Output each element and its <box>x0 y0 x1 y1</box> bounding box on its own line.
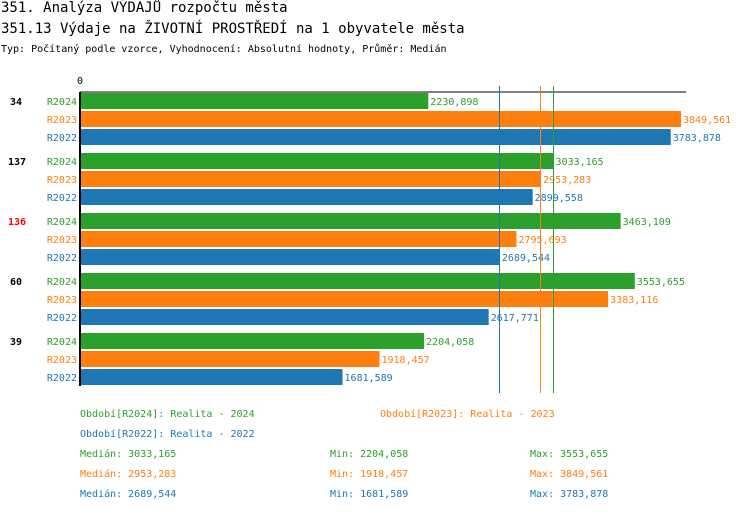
data-label: 2899,558 <box>535 193 583 204</box>
data-label: 3783,878 <box>673 133 721 144</box>
data-label: 2795,693 <box>518 235 566 246</box>
bar-R2024 <box>81 153 554 169</box>
group-label: 137 <box>8 157 26 168</box>
data-label: 3849,561 <box>683 115 731 126</box>
data-label: 3553,655 <box>637 277 685 288</box>
bar-R2024 <box>81 333 425 349</box>
data-label: 1918,457 <box>382 355 430 366</box>
legend-item: Období[R2022]: Realita - 2022 <box>80 428 255 440</box>
series-label: R2024 <box>47 217 77 228</box>
series-label: R2022 <box>47 373 77 384</box>
series-label: R2024 <box>47 157 77 168</box>
data-label: 2204,058 <box>426 337 474 348</box>
series-label: R2022 <box>47 313 77 324</box>
bar-R2023 <box>81 171 542 187</box>
data-label: 3033,165 <box>556 157 604 168</box>
bar-R2023 <box>81 351 380 367</box>
stat-max: Max: 3849,561 <box>530 469 608 480</box>
bar-R2023 <box>81 291 609 307</box>
bar-R2024 <box>81 213 621 229</box>
group-label: 34 <box>10 97 22 108</box>
stat-max: Max: 3783,878 <box>530 489 608 500</box>
stat-min: Min: 2204,058 <box>330 449 408 460</box>
series-label: R2023 <box>47 355 77 366</box>
series-label: R2024 <box>47 97 77 108</box>
data-label: 2230,898 <box>430 97 478 108</box>
chart-subtitle: 351.13 Výdaje na ŽIVOTNÍ PROSTŘEDÍ na 1 … <box>1 21 465 37</box>
series-label: R2024 <box>47 277 77 288</box>
stat-median: Medián: 2953,283 <box>80 468 176 480</box>
bar-R2022 <box>81 309 489 325</box>
stat-min: Min: 1681,589 <box>330 489 408 500</box>
bar-R2022 <box>81 189 533 205</box>
bar-R2024 <box>81 93 429 109</box>
stat-min: Min: 1918,457 <box>330 469 408 480</box>
series-label: R2022 <box>47 193 77 204</box>
data-label: 3463,109 <box>623 217 671 228</box>
page-title: 351. Analýza VÝDAJŮ rozpočtu města <box>1 0 288 16</box>
data-label: 3383,116 <box>610 295 658 306</box>
series-label: R2023 <box>47 115 77 126</box>
bar-R2022 <box>81 369 343 385</box>
data-label: 2689,544 <box>502 253 550 264</box>
group-label: 39 <box>10 337 22 348</box>
series-label: R2023 <box>47 235 77 246</box>
series-label: R2023 <box>47 175 77 186</box>
group-label: 60 <box>10 277 22 288</box>
data-label: 2617,771 <box>491 313 539 324</box>
bar-R2023 <box>81 111 681 127</box>
data-label: 2953,283 <box>543 175 591 186</box>
data-label: 1681,589 <box>345 373 393 384</box>
legend-item: Období[R2024]: Realita - 2024 <box>80 408 255 420</box>
series-label: R2022 <box>47 253 77 264</box>
bar-R2023 <box>81 231 517 247</box>
series-label: R2024 <box>47 337 77 348</box>
legend-item: Období[R2023]: Realita - 2023 <box>380 408 555 420</box>
series-label: R2022 <box>47 133 77 144</box>
stat-median: Medián: 3033,165 <box>80 448 176 460</box>
group-label: 136 <box>8 217 26 228</box>
stat-max: Max: 3553,655 <box>530 449 608 460</box>
stat-median: Medián: 2689,544 <box>80 488 176 500</box>
chart-info: Typ: Počítaný podle vzorce, Vyhodnocení:… <box>1 44 447 55</box>
series-label: R2023 <box>47 295 77 306</box>
bar-R2024 <box>81 273 635 289</box>
bar-R2022 <box>81 249 500 265</box>
bar-R2022 <box>81 129 671 145</box>
x-tick-label: 0 <box>77 76 83 87</box>
